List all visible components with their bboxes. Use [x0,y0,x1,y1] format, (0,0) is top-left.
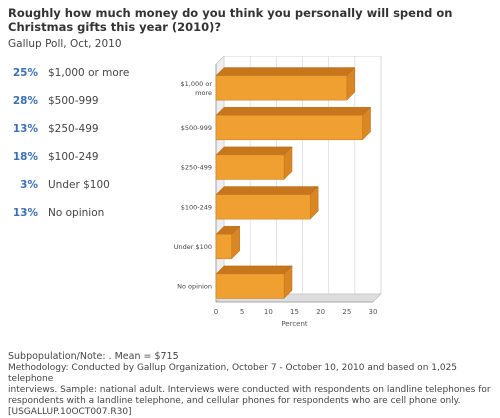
answer-row: 3% Under $100 [0,174,170,202]
bar-top-face [215,146,293,156]
x-tick-label: 0 [214,308,218,316]
answer-percent: 25% [12,67,38,79]
x-tick-label: 10 [264,308,273,316]
methodology-line: interviews. Sample: national adult. Inte… [8,385,491,395]
bar [215,273,285,299]
bar-top-face [215,186,319,195]
x-tick-label: 25 [342,308,351,316]
y-category-label: $1,000 or [181,80,213,88]
footnote: Subpopulation/Note: . Mean = $715 [8,351,179,362]
answer-label: Under $100 [48,179,110,191]
methodology-line: respondents with a landline telephone, a… [8,396,461,406]
methodology-note: Methodology: Conducted by Gallup Organiz… [8,363,496,418]
question-title: Roughly how much money do you think you … [8,6,453,34]
answer-label: $500-999 [48,95,99,107]
methodology-line: [USGALLUP.10OCT007.R30] [8,407,132,417]
answer-row: 18% $100-249 [0,146,170,174]
bar-top-face [215,107,372,116]
x-tick-label: 30 [369,308,378,316]
y-category-label: No opinion [177,283,212,291]
answer-list: 25% $1,000 or more 28% $500-999 13% $250… [0,62,170,230]
x-axis-label: Percent [281,320,308,328]
y-category-label: more [195,89,212,97]
answer-label: $250-499 [48,123,99,135]
poll-source: Gallup Poll, Oct, 2010 [8,38,122,50]
bar [215,194,311,220]
x-tick-label: 5 [240,308,244,316]
answer-label: $100-249 [48,151,99,163]
x-tick-label: 20 [316,308,325,316]
answer-percent: 28% [12,95,38,107]
bar [215,75,348,101]
answer-row: 25% $1,000 or more [0,62,170,90]
bar-top-face [215,67,356,76]
answer-row: 13% No opinion [0,202,170,230]
x-tick-label: 15 [290,308,299,316]
answer-percent: 13% [12,123,38,135]
bar-top-face [215,265,293,275]
bar [215,114,363,141]
methodology-line: Methodology: Conducted by Gallup Organiz… [8,363,458,384]
answer-percent: 3% [20,179,38,191]
answer-percent: 13% [12,207,38,219]
y-category-label: $100-249 [181,203,212,211]
bar-chart: 0 5 10 15 20 25 30 Percent $1,000 or more $500-999… [172,56,382,336]
y-category-label: $500-999 [181,124,212,132]
y-category-label: Under $100 [174,243,212,251]
answer-row: 13% $250-499 [0,118,170,146]
answer-label: No opinion [48,207,105,219]
bar [215,154,285,180]
answer-row: 28% $500-999 [0,90,170,118]
answer-label: $1,000 or more [48,67,130,79]
y-category-label: $250-499 [181,164,212,172]
answer-percent: 18% [12,151,38,163]
bar [215,233,232,260]
